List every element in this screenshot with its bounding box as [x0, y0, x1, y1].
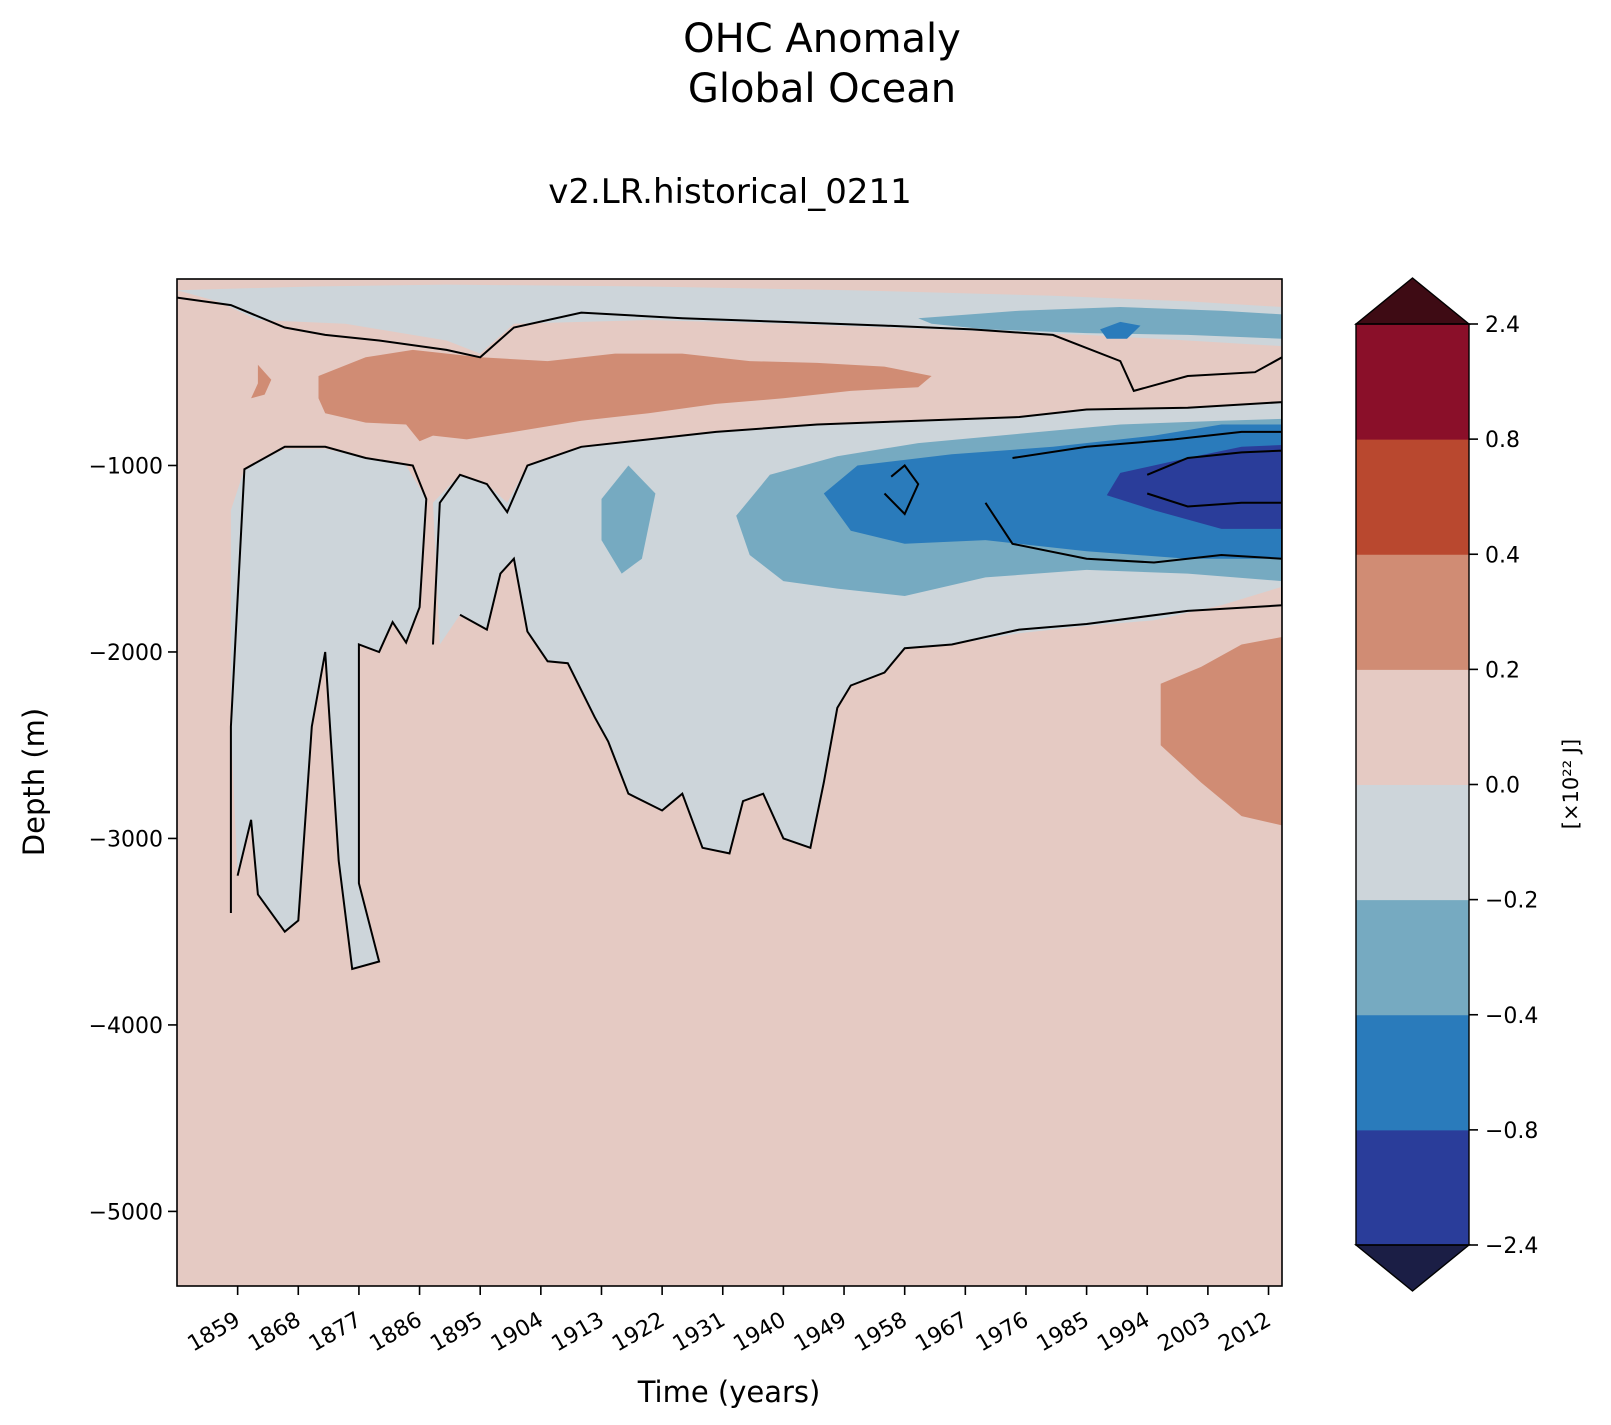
colorbar-label: [×10²² J]	[1559, 739, 1583, 829]
colorbar-tick-label: 2.4	[1485, 313, 1520, 338]
y-tick-label: −4000	[89, 1014, 163, 1039]
colorbar-tick-label: −0.2	[1485, 889, 1538, 914]
chart-subtitle: Global Ocean	[688, 66, 956, 112]
colorbar-tick-label: −0.4	[1485, 1004, 1538, 1029]
plot-frame	[176, 278, 1283, 1287]
x-tick-label: 1868	[244, 1308, 305, 1358]
region-cool-0.8-2.4-core	[1106, 445, 1282, 529]
x-tick-label: 1886	[366, 1308, 427, 1358]
region-cool-0.2-0.4-west-patch	[601, 465, 656, 574]
plot-area	[176, 278, 1283, 1287]
x-tick-label: 1967	[911, 1308, 972, 1358]
colorbar-tick-label: −2.4	[1485, 1234, 1538, 1259]
region-warm-0.2-0.4-upper-band	[251, 364, 272, 399]
x-axis: 1859 1868 1877 1886 1895 1904 1913 1922 1931 1940…	[184, 1286, 1276, 1357]
contour-zero-contour-mid	[229, 445, 428, 971]
region-warm-0.2-0.4-upper-main	[318, 349, 932, 442]
x-tick-label: 1994	[1093, 1308, 1154, 1358]
colorbar-extend-high	[1354, 277, 1471, 325]
contour-minus-0.8-contour	[1146, 449, 1282, 508]
colorbar-tick-label: 0.4	[1485, 543, 1520, 568]
y-axis-label: Depth (m)	[17, 708, 51, 856]
y-tick-label: −3000	[89, 827, 163, 852]
region-warm-0.2-0.4-deep-east	[1160, 637, 1282, 826]
contour-lines	[177, 296, 1282, 971]
contour-zero-contour-upper	[177, 296, 1282, 393]
region-cool-0.4-0.8-core	[823, 424, 1282, 559]
x-tick-label: 2012	[1215, 1308, 1276, 1358]
colorbar: −2.4 −0.8 −0.4 −0.2 0.0 0.2 0.4 0.8 2.4	[1354, 277, 1538, 1292]
y-tick-label: −5000	[89, 1200, 163, 1225]
contour-zero-contour-center	[432, 401, 1282, 855]
colorbar-tick-label: 0.0	[1485, 774, 1520, 799]
y-tick-label: −1000	[89, 454, 163, 479]
contour-minus-0.4-contour	[984, 430, 1282, 564]
x-tick-label: 1895	[426, 1308, 487, 1358]
colorbar-segment	[1356, 554, 1469, 670]
x-tick-label: 1976	[972, 1308, 1033, 1358]
contour-fill-regions	[177, 284, 1282, 969]
colorbar-segment	[1356, 439, 1469, 555]
x-axis-label: Time (years)	[637, 1375, 821, 1409]
chart-title: OHC Anomaly	[683, 16, 961, 62]
region-cool-0.4-0.8-upper-spot	[1100, 321, 1141, 339]
x-tick-label: 1940	[729, 1308, 790, 1358]
region-cool-0-0.2-deep-tongue	[230, 448, 427, 969]
colorbar-tick-label: 0.8	[1485, 428, 1520, 453]
y-axis: −1000 −2000 −3000 −4000 −5000	[89, 454, 177, 1225]
x-tick-label: 1922	[608, 1308, 669, 1358]
x-tick-label: 1904	[487, 1308, 548, 1358]
colorbar-segment	[1356, 324, 1469, 440]
x-tick-label: 1931	[669, 1308, 730, 1358]
run-name: v2.LR.historical_0211	[548, 172, 912, 212]
colorbar-tick-label: 0.2	[1485, 658, 1520, 683]
colorbar-segment	[1356, 1014, 1469, 1131]
x-tick-label: 1958	[851, 1308, 912, 1358]
x-tick-label: 1877	[305, 1308, 366, 1358]
contour-minus-0.4-islands	[883, 464, 920, 516]
region-cool-0.2-0.4-upper	[918, 307, 1282, 339]
y-tick-label: −2000	[89, 641, 163, 666]
colorbar-extend-low	[1354, 1244, 1471, 1292]
x-tick-label: 2003	[1154, 1308, 1215, 1358]
colorbar-segment	[1356, 899, 1469, 1016]
x-tick-label: 1949	[790, 1308, 851, 1358]
colorbar-tick-label: −0.8	[1485, 1119, 1538, 1144]
x-tick-label: 1913	[547, 1308, 608, 1358]
colorbar-segment	[1356, 784, 1469, 901]
colorbar-segment	[1356, 669, 1469, 785]
x-tick-label: 1985	[1033, 1308, 1094, 1358]
x-tick-label: 1859	[184, 1308, 245, 1358]
colorbar-segment	[1356, 1129, 1469, 1246]
